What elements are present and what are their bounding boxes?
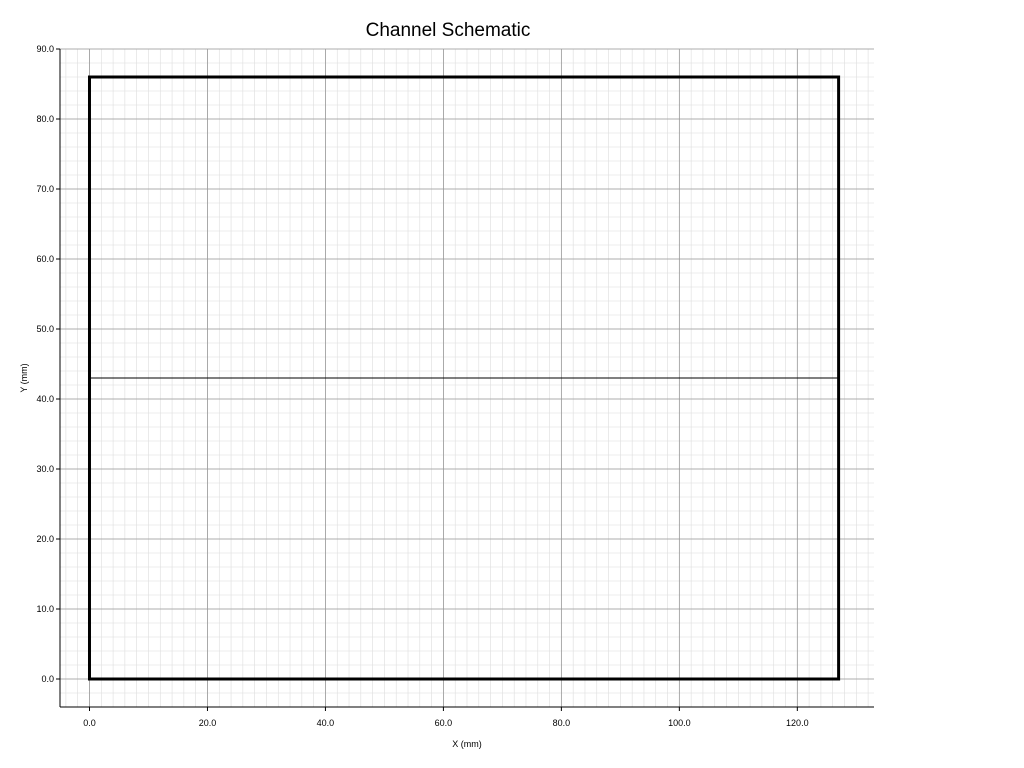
y-tick-label: 30.0	[36, 464, 54, 474]
x-tick-label: 40.0	[317, 718, 335, 728]
y-tick-label: 10.0	[36, 604, 54, 614]
y-axis-label: Y (mm)	[19, 363, 29, 392]
x-tick-label: 120.0	[786, 718, 809, 728]
y-tick-label: 80.0	[36, 114, 54, 124]
x-axis-label: X (mm)	[452, 739, 482, 749]
x-tick-label: 100.0	[668, 718, 691, 728]
x-tick-label: 20.0	[199, 718, 217, 728]
y-tick-label: 20.0	[36, 534, 54, 544]
y-tick-label: 40.0	[36, 394, 54, 404]
tick-labels: 0.0 20.0 40.0 60.0 80.0 100.0 120.0 0.0 10.0 20.0…	[36, 44, 808, 728]
x-tick-label: 0.0	[83, 718, 96, 728]
y-tick-label: 70.0	[36, 184, 54, 194]
x-tick-label: 60.0	[435, 718, 453, 728]
x-tick-label: 80.0	[553, 718, 571, 728]
channel-shapes	[87, 75, 841, 681]
y-tick-label: 0.0	[41, 674, 54, 684]
y-tick-label: 50.0	[36, 324, 54, 334]
axes	[59, 49, 874, 708]
chart-title: Channel Schematic	[365, 20, 531, 41]
y-tick-label: 60.0	[36, 254, 54, 264]
y-tick-label: 90.0	[36, 44, 54, 54]
